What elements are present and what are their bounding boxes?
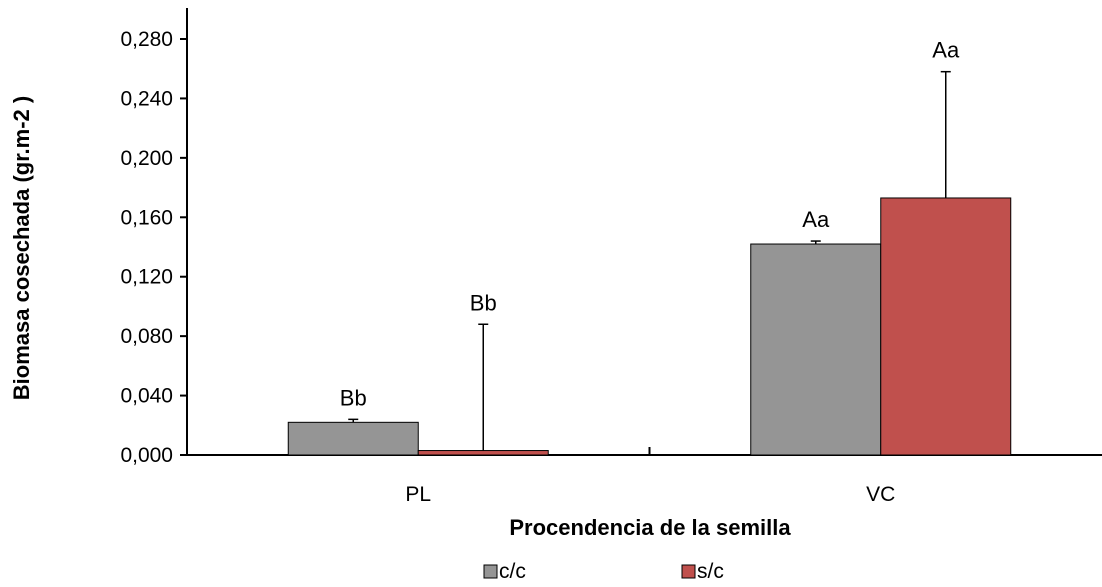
y-tick-label: 0,280 xyxy=(120,28,173,51)
data-label: Aa xyxy=(802,207,830,232)
error-bars xyxy=(348,70,951,451)
data-labels: Bb Bb Aa Aa xyxy=(340,38,960,411)
data-label: Aa xyxy=(932,38,960,63)
x-tick-label: VC xyxy=(866,483,895,506)
x-tick-label: PL xyxy=(405,483,431,506)
y-tick-label: 0,080 xyxy=(120,325,173,348)
bar xyxy=(750,243,882,456)
x-axis: PL VC xyxy=(187,447,1102,506)
x-axis-title: Procendencia de la semilla xyxy=(509,515,791,540)
bar xyxy=(417,450,549,456)
data-label: Bb xyxy=(340,385,367,410)
bar xyxy=(287,421,419,456)
legend-label: c/c xyxy=(499,560,526,583)
y-tick-label: 0,240 xyxy=(120,87,173,110)
y-tick-label: 0,000 xyxy=(120,444,173,467)
data-label: Bb xyxy=(470,290,497,315)
y-tick-label: 0,040 xyxy=(120,385,173,408)
legend-swatch xyxy=(483,564,498,579)
bar xyxy=(880,197,1012,456)
y-axis-title: Biomasa cosechada (gr.m-2 ) xyxy=(9,96,34,400)
legend-label: s/c xyxy=(697,560,724,583)
legend-swatch xyxy=(681,564,696,579)
y-axis: 0,000 0,040 0,080 0,120 0,160 0,200 0,240 0,280 xyxy=(120,8,188,467)
y-tick-label: 0,160 xyxy=(120,206,173,229)
legend: c/c s/c xyxy=(483,560,724,583)
bars xyxy=(287,197,1012,456)
y-tick-label: 0,120 xyxy=(120,266,173,289)
y-tick-label: 0,200 xyxy=(120,147,173,170)
